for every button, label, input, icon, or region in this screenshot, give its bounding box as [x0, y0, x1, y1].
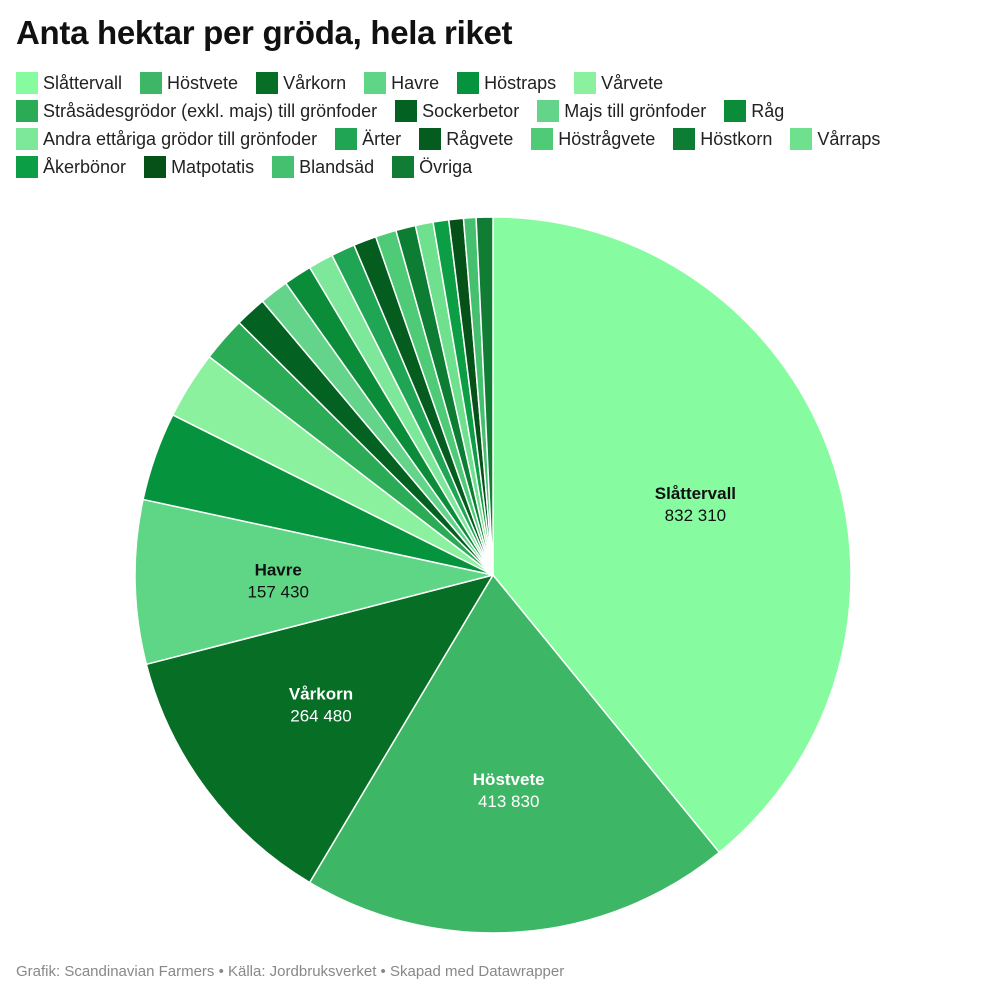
- legend-label: Andra ettåriga grödor till grönfoder: [43, 129, 318, 149]
- legend-label: Havre: [391, 73, 440, 93]
- chart-title: Anta hektar per gröda, hela riket: [16, 14, 513, 51]
- legend-label: Åkerbönor: [43, 157, 127, 177]
- legend-swatch: [574, 72, 597, 94]
- legend-swatch: [16, 156, 38, 178]
- legend-item: Råg: [724, 100, 784, 122]
- legend-swatch: [457, 72, 480, 94]
- legend-item: Vårvete: [574, 72, 663, 94]
- legend-item: Vårraps: [790, 128, 880, 150]
- legend-label: Råg: [751, 101, 785, 121]
- legend-swatch: [537, 100, 560, 122]
- legend-label: Vårraps: [817, 129, 881, 149]
- legend-swatch: [272, 156, 295, 178]
- pie-slice-value: 413 830: [478, 792, 539, 811]
- chart-legend: Slåttervall Höstvete Vårkorn Havre Höstraps V…: [16, 72, 976, 178]
- legend-label: Sockerbetor: [422, 101, 520, 121]
- pie-slice-value: 157 430: [247, 582, 308, 601]
- legend-item: Höstrågvete: [531, 128, 655, 150]
- pie-slice[interactable]: [492, 216, 852, 854]
- pie-slice[interactable]: [308, 574, 721, 934]
- legend-label: Höstkorn: [700, 129, 773, 149]
- legend-label: Blandsäd: [299, 157, 375, 177]
- legend-label: Stråsädesgrödor (exkl. majs) till grönfo…: [43, 101, 378, 121]
- legend-label: Rågvete: [446, 129, 514, 149]
- legend-label: Majs till grönfoder: [564, 101, 707, 121]
- legend-swatch: [16, 100, 38, 122]
- legend-label: Vårkorn: [283, 73, 347, 93]
- legend-item: Matpotatis: [144, 156, 254, 178]
- legend-swatch: [531, 128, 554, 150]
- legend-label: Övriga: [419, 157, 473, 177]
- legend-item: Slåttervall: [16, 72, 122, 94]
- legend-swatch: [392, 156, 415, 178]
- pie-slice[interactable]: [145, 574, 494, 884]
- legend-label: Höstraps: [484, 73, 557, 93]
- legend-item: Andra ettåriga grödor till grönfoder: [16, 128, 317, 150]
- legend-label: Höstrågvete: [558, 129, 656, 149]
- legend-swatch: [256, 72, 279, 94]
- legend-swatch: [144, 156, 167, 178]
- legend-label: Vårvete: [601, 73, 664, 93]
- legend-item: Åkerbönor: [16, 156, 126, 178]
- legend-item: Blandsäd: [272, 156, 374, 178]
- legend-swatch: [140, 72, 163, 94]
- legend-item: Havre: [364, 72, 439, 94]
- pie-slice-label: Slåttervall: [655, 484, 736, 503]
- legend-swatch: [673, 128, 696, 150]
- legend-item: Vårkorn: [256, 72, 346, 94]
- legend-swatch: [724, 100, 747, 122]
- legend-item: Höstraps: [457, 72, 556, 94]
- pie-slice-label: Höstvete: [473, 770, 545, 789]
- legend-label: Slåttervall: [43, 73, 123, 93]
- legend-swatch: [16, 72, 38, 94]
- legend-swatch: [419, 128, 442, 150]
- legend-item: Höstvete: [140, 72, 238, 94]
- legend-item: Sockerbetor: [395, 100, 519, 122]
- legend-item: Majs till grönfoder: [537, 100, 706, 122]
- legend-item: Höstkorn: [673, 128, 772, 150]
- legend-item: Ärter: [335, 128, 401, 150]
- pie-slice-label: Havre: [255, 560, 302, 579]
- legend-swatch: [790, 128, 813, 150]
- legend-swatch: [335, 128, 358, 150]
- pie-slice-value: 264 480: [290, 707, 351, 726]
- legend-item: Rågvete: [419, 128, 513, 150]
- chart-footer: Grafik: Scandinavian Farmers • Källa: Jo…: [16, 963, 565, 980]
- legend-item: Övriga: [392, 156, 472, 178]
- legend-swatch: [395, 100, 418, 122]
- pie-slice[interactable]: [134, 498, 494, 666]
- pie-slice-value: 832 310: [665, 506, 726, 525]
- pie-slice-label: Vårkorn: [289, 685, 353, 704]
- legend-label: Ärter: [362, 129, 402, 149]
- pie-chart: Slåttervall 832 310 Höstvete 413 830 Vårkorn…: [134, 216, 852, 934]
- legend-swatch: [16, 128, 38, 150]
- legend-swatch: [364, 72, 387, 94]
- pie-slice[interactable]: [475, 216, 494, 576]
- legend-label: Höstvete: [167, 73, 239, 93]
- legend-item: Stråsädesgrödor (exkl. majs) till grönfo…: [16, 100, 377, 122]
- legend-label: Matpotatis: [171, 157, 255, 177]
